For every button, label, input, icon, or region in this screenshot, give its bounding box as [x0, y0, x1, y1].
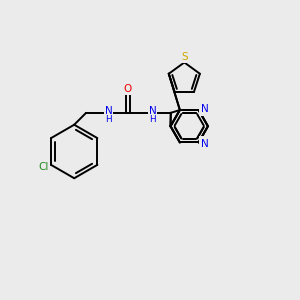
Bar: [209, 61, 269, 135]
Text: H: H: [105, 115, 112, 124]
Text: N: N: [201, 139, 208, 148]
Text: N: N: [200, 105, 208, 115]
Text: H: H: [149, 115, 156, 124]
Text: N: N: [200, 137, 208, 147]
Text: N: N: [149, 106, 157, 116]
Bar: [209, 126, 269, 200]
Text: N: N: [201, 104, 208, 114]
Text: N: N: [105, 106, 112, 116]
Text: N: N: [201, 139, 208, 148]
Text: O: O: [124, 84, 132, 94]
Text: Cl: Cl: [38, 162, 49, 172]
Text: N: N: [201, 104, 208, 114]
Text: S: S: [181, 52, 188, 61]
